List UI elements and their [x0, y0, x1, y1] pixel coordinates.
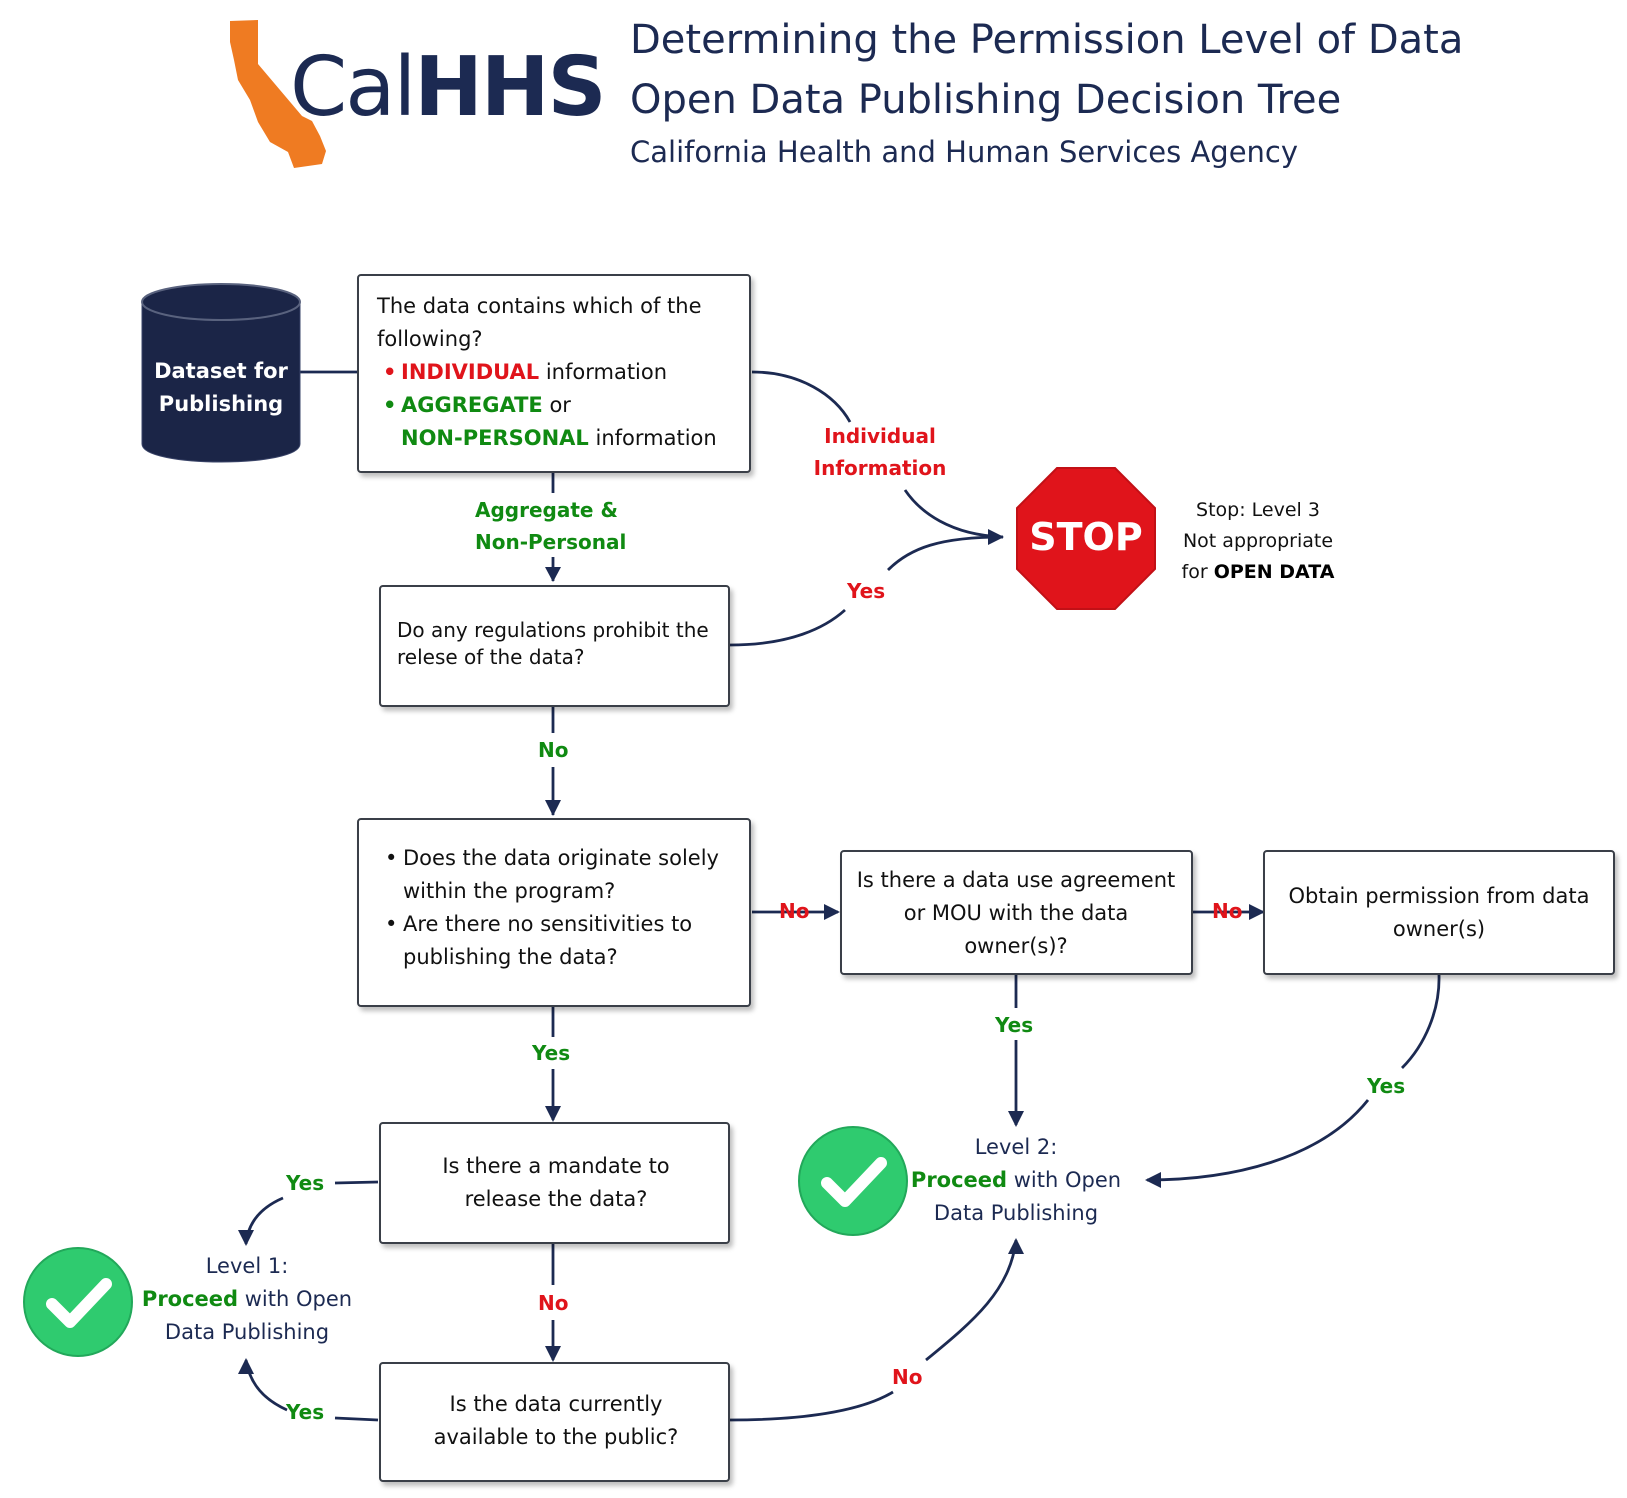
connector-q7-level1-up [244, 1359, 288, 1412]
stop-note: Stop: Level 3 Not appropriate for OPEN D… [1181, 499, 1335, 583]
connector-q1-stop-top [751, 370, 852, 423]
question-sensitivity-item: • Are there no sensitivities to publishin… [385, 912, 693, 969]
question-data-contents: The data contains which of the following… [357, 274, 751, 473]
connector-q7-level2-low [729, 1390, 894, 1422]
arrowhead-q3 [545, 800, 561, 816]
label-individual-information: Individual Information [813, 424, 947, 480]
label-no-q4: No [1212, 899, 1243, 923]
arrowhead-q7 [545, 1346, 561, 1362]
database-cylinder-icon [141, 283, 301, 463]
question-regulations: Do any regulations prohibit the relese o… [379, 585, 730, 707]
question-mandate-text: Is there a mandate to release the data? [442, 1154, 670, 1211]
option-aggregate: • AGGREGATE or [383, 393, 571, 417]
california-map-icon [230, 20, 326, 168]
connector-q5-level2-top [1401, 974, 1441, 1069]
connector-q7-level2-high [925, 1239, 1018, 1362]
label-aggregate-non-personal: Aggregate & Non-Personal [475, 498, 627, 554]
page-title-line2: Open Data Publishing Decision Tree [630, 77, 1342, 123]
label-yes-stop: Yes [847, 579, 886, 603]
question-data-contents-text: The data contains which of the following… [377, 294, 702, 351]
arrowhead-q4 [824, 904, 840, 920]
connector-q1-stop-bottom [903, 489, 1004, 539]
question-public-availability-text: Is the data currently available to the p… [433, 1392, 679, 1449]
question-origin-item: • Does the data originate solely within t… [385, 846, 719, 903]
calhhs-logo: CalHHS [290, 40, 607, 135]
step-obtain-permission: Obtain permission from data owner(s) [1263, 850, 1615, 975]
arrowhead-level1-top [238, 1230, 254, 1246]
page-title-line1: Determining the Permission Level of Data [630, 17, 1464, 63]
level2-result: Level 2: Proceed with Open Data Publishi… [910, 1135, 1122, 1225]
label-no-q6: No [538, 1291, 569, 1315]
option-individual: • INDIVIDUAL information [383, 360, 668, 384]
label-no-q2: No [538, 738, 569, 762]
arrowhead-level2-bottom [1008, 1238, 1024, 1254]
stop-sign-icon [1016, 467, 1156, 610]
level1-result: Level 1: Proceed with Open Data Publishi… [141, 1254, 353, 1344]
arrowhead-level2-top [1008, 1111, 1024, 1127]
question-mandate: Is there a mandate to release the data? [379, 1122, 730, 1244]
step-obtain-permission-text: Obtain permission from data owner(s) [1288, 884, 1590, 941]
arrowhead-q2 [545, 567, 561, 582]
label-no-q3: No [779, 899, 810, 923]
arrowhead-level1-bottom [238, 1358, 254, 1374]
stop-sign-text: STOP [1029, 515, 1143, 559]
connector-q5-level2-bottom [1146, 1099, 1370, 1182]
question-data-use-agreement: Is there a data use agreement or MOU wit… [840, 850, 1193, 975]
arrowhead-stop [988, 529, 1004, 545]
arrowhead-q5 [1249, 904, 1265, 920]
connector-q2-stop-high [887, 535, 1004, 571]
question-data-use-agreement-text: Is there a data use agreement or MOU wit… [856, 868, 1176, 958]
label-no-q7: No [892, 1365, 923, 1389]
page-subtitle: California Health and Human Services Age… [630, 135, 1299, 169]
label-yes-q3: Yes [532, 1041, 571, 1065]
arrowhead-level2-right [1145, 1172, 1161, 1188]
arrowhead-q6 [545, 1106, 561, 1122]
question-regulations-text: Do any regulations prohibit the relese o… [397, 618, 709, 669]
label-yes-q5: Yes [1367, 1074, 1406, 1098]
checkmark-icon-level1 [23, 1247, 133, 1357]
connector-q6-level1-bottom [244, 1196, 284, 1245]
connector-q7-level1-left [334, 1416, 379, 1422]
checkmark-icon-level2 [798, 1126, 908, 1236]
question-origin-sensitivity: • Does the data originate solely within t… [357, 818, 751, 1007]
option-non-personal: NON-PERSONAL information [401, 426, 717, 450]
connector-q6-level1-top [334, 1180, 379, 1185]
label-yes-q6: Yes [286, 1171, 325, 1195]
label-yes-q4: Yes [995, 1013, 1034, 1037]
connector-q2-stop-low [729, 608, 846, 647]
label-yes-q7: Yes [286, 1400, 325, 1424]
dataset-label: Dataset for Publishing [154, 359, 288, 416]
question-public-availability: Is the data currently available to the p… [379, 1362, 730, 1482]
